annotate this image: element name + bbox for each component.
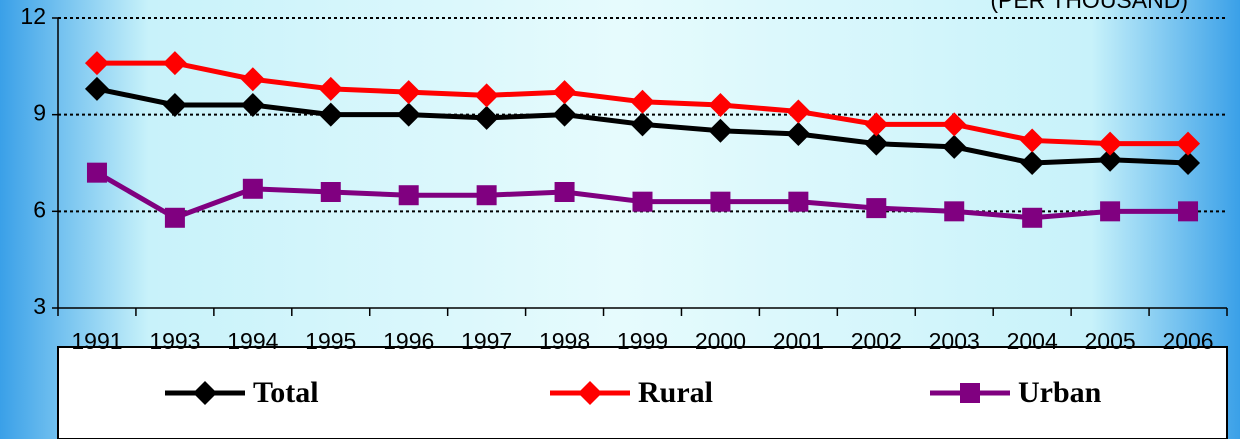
data-point [1098, 147, 1123, 172]
legend-marker [193, 381, 217, 405]
y-tick-label: 9 [33, 100, 46, 126]
data-point [554, 182, 575, 202]
data-point [242, 178, 263, 199]
data-point [630, 112, 655, 137]
data-point [864, 131, 889, 156]
data-point [1176, 151, 1201, 175]
x-tick-label: 1998 [539, 328, 590, 354]
x-tick-label: 2006 [1162, 328, 1213, 354]
data-point [1020, 128, 1045, 153]
data-point [632, 191, 653, 212]
x-tick-label: 1993 [149, 328, 200, 354]
x-tick-label: 1995 [305, 328, 356, 354]
data-point [318, 76, 343, 101]
legend-marker [960, 383, 980, 403]
y-tick-label: 6 [33, 196, 46, 222]
data-point [630, 89, 655, 114]
data-point [708, 93, 733, 117]
data-point [786, 122, 811, 146]
data-point [84, 76, 109, 101]
data-point [1100, 201, 1121, 222]
data-point [164, 207, 185, 228]
data-point [162, 51, 187, 76]
x-tick-label: 2004 [1007, 328, 1058, 354]
x-tick-label: 1996 [383, 328, 434, 354]
data-point [318, 102, 343, 127]
data-point [474, 83, 499, 108]
x-tick-label: 2005 [1085, 328, 1136, 354]
data-point [476, 185, 497, 206]
x-tick-label: 2000 [695, 328, 746, 354]
y-tick-label: 3 [33, 293, 46, 319]
data-point [942, 134, 967, 159]
legend-label: Rural [638, 376, 713, 409]
data-point [708, 118, 733, 143]
data-point [320, 182, 341, 202]
data-point [398, 185, 419, 206]
data-point [1178, 201, 1199, 222]
legend-box [57, 346, 1228, 439]
data-point [474, 105, 499, 130]
data-point [866, 198, 887, 219]
data-point [552, 80, 577, 105]
data-point [1098, 131, 1123, 156]
x-tick-label: 1991 [71, 328, 122, 354]
legend-label: Total [253, 376, 319, 409]
data-point [944, 201, 965, 222]
x-tick-label: 1997 [461, 328, 512, 354]
data-point [86, 162, 107, 183]
x-tick-label: 2002 [851, 328, 902, 354]
data-point [552, 102, 577, 127]
legend-marker [578, 381, 602, 405]
x-tick-label: 2001 [773, 328, 824, 354]
data-point [240, 67, 265, 92]
data-point [240, 93, 265, 117]
data-point [396, 102, 421, 127]
data-point [1020, 151, 1045, 175]
x-tick-label: 1994 [227, 328, 278, 354]
data-point [396, 80, 421, 105]
chart-title: (PER THOUSAND) [990, 0, 1188, 13]
data-point [1022, 207, 1043, 228]
data-point [942, 112, 967, 137]
data-point [84, 51, 109, 76]
y-tick-label: 12 [20, 3, 46, 29]
data-point [1176, 131, 1201, 156]
data-point [162, 93, 187, 117]
data-point [710, 191, 731, 212]
legend-label: Urban [1018, 376, 1102, 409]
data-point [786, 99, 811, 124]
x-tick-label: 1999 [617, 328, 668, 354]
x-tick-label: 2003 [929, 328, 980, 354]
data-point [788, 191, 809, 212]
data-point [864, 112, 889, 137]
